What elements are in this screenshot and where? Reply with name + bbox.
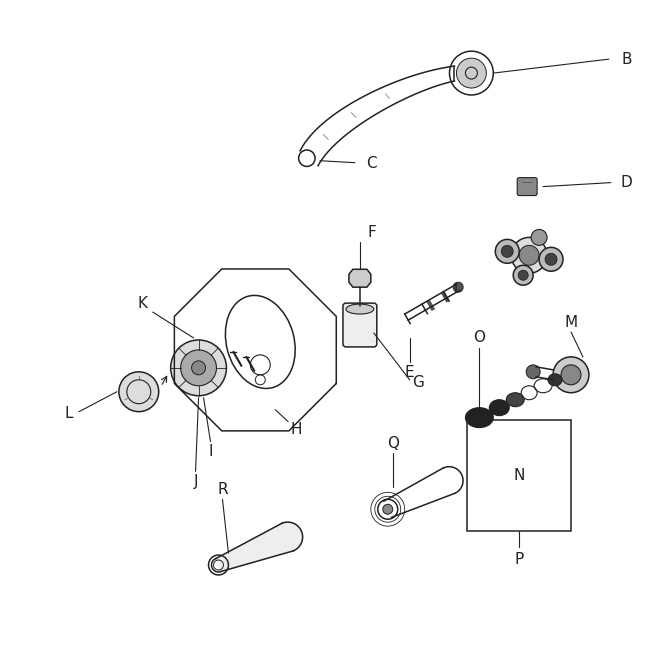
Text: D: D xyxy=(621,175,633,190)
Text: F: F xyxy=(368,225,376,240)
FancyBboxPatch shape xyxy=(517,178,537,195)
Circle shape xyxy=(171,340,226,396)
Circle shape xyxy=(383,504,393,514)
Ellipse shape xyxy=(346,304,374,314)
Circle shape xyxy=(519,246,539,265)
Polygon shape xyxy=(349,269,371,287)
Text: Q: Q xyxy=(387,436,399,451)
Polygon shape xyxy=(216,522,303,572)
Circle shape xyxy=(553,357,589,393)
Text: P: P xyxy=(515,552,524,566)
Circle shape xyxy=(495,240,519,263)
Ellipse shape xyxy=(465,408,493,428)
Text: J: J xyxy=(193,474,198,489)
Circle shape xyxy=(453,282,463,292)
FancyBboxPatch shape xyxy=(343,303,377,347)
Text: H: H xyxy=(290,422,302,437)
Text: R: R xyxy=(217,482,228,497)
Circle shape xyxy=(545,253,557,265)
Text: K: K xyxy=(138,296,148,311)
Circle shape xyxy=(119,372,158,412)
Text: O: O xyxy=(473,331,485,345)
Circle shape xyxy=(191,361,205,375)
Circle shape xyxy=(539,248,563,271)
Ellipse shape xyxy=(489,400,510,416)
Ellipse shape xyxy=(506,393,524,407)
Circle shape xyxy=(526,365,540,379)
Text: G: G xyxy=(412,376,424,390)
Circle shape xyxy=(181,350,216,385)
Polygon shape xyxy=(441,291,450,303)
Bar xyxy=(467,420,571,531)
Text: E: E xyxy=(405,366,414,380)
Text: M: M xyxy=(564,315,578,329)
Circle shape xyxy=(518,270,528,280)
Ellipse shape xyxy=(548,374,562,385)
Circle shape xyxy=(502,246,513,257)
Circle shape xyxy=(531,230,547,246)
Text: B: B xyxy=(622,51,632,67)
Polygon shape xyxy=(426,300,435,311)
Text: N: N xyxy=(513,468,525,483)
Circle shape xyxy=(457,58,486,88)
Circle shape xyxy=(513,265,533,285)
Text: I: I xyxy=(209,444,213,459)
Circle shape xyxy=(561,365,581,385)
Text: L: L xyxy=(65,406,73,421)
Text: C: C xyxy=(366,156,377,171)
Circle shape xyxy=(512,238,547,273)
